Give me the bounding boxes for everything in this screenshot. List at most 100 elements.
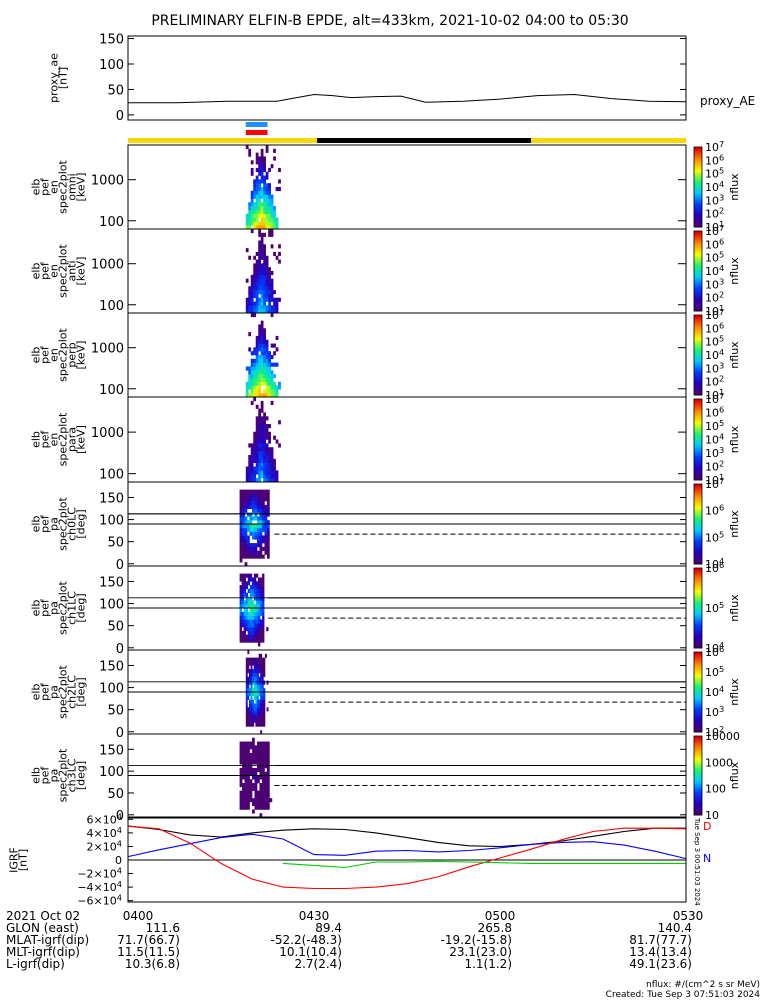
heatmap-cell: [248, 347, 252, 352]
colorbar-cell: [694, 542, 702, 545]
heatmap-cell: [253, 282, 257, 287]
heatmap-cell: [244, 741, 248, 746]
y-axis-label: ch1LC: [66, 591, 79, 625]
heatmap-cell: [247, 767, 250, 773]
heatmap-cell: [258, 362, 262, 367]
heatmap-cell: [253, 458, 257, 463]
heatmap-cell: [263, 194, 266, 199]
colorbar-tick-label-exp: 4: [719, 263, 724, 273]
heatmap-cell: [247, 504, 250, 510]
heatmap-cell: [258, 171, 262, 176]
heatmap-cell: [260, 718, 263, 723]
colorbar-cell: [694, 241, 702, 244]
heatmap-cell: [249, 661, 251, 666]
heatmap-cell: [258, 213, 262, 218]
heatmap-cell: [239, 798, 243, 803]
heatmap-cell: [262, 581, 265, 586]
heatmap-cell: [258, 221, 262, 226]
heatmap-cell: [261, 554, 265, 559]
heatmap-cell: [255, 447, 259, 452]
heatmap-cell: [262, 600, 265, 605]
y-tick-label: 100: [99, 598, 124, 613]
heatmap-cell: [248, 286, 252, 291]
heatmap-cell: [259, 524, 263, 529]
heatmap-cell: [259, 543, 263, 548]
colorbar-tick-label-exp: 4: [719, 179, 724, 189]
heatmap-cell: [260, 282, 264, 287]
colorbar-tick-label: 102: [705, 724, 724, 739]
heatmap-cell: [261, 489, 265, 494]
colorbar-tick-label-base: 10: [705, 238, 719, 251]
heatmap-cell: [261, 669, 264, 674]
heatmap-cell: [255, 377, 259, 383]
colorbar-cell: [694, 514, 702, 517]
colorbar-tick-label: 106: [705, 560, 724, 575]
heatmap-cell: [255, 366, 259, 371]
heatmap-cell: [250, 707, 253, 712]
colorbar-cell: [694, 267, 702, 270]
y-tick-label: 150: [99, 575, 124, 590]
heatmap-cell: [255, 608, 259, 613]
chart-panels: 050100150proxy_ae[nT]proxy_AE1001000elbp…: [8, 33, 756, 908]
heatmap-cell: [260, 653, 263, 658]
heatmap-cell: [252, 501, 255, 506]
colorbar-cell: [694, 235, 702, 238]
heatmap-cell: [249, 798, 253, 803]
heatmap-cell: [255, 167, 259, 173]
colorbar-cell: [694, 469, 702, 473]
heatmap-cell: [275, 362, 279, 367]
heatmap-cell: [259, 527, 263, 532]
heatmap-cell: [268, 305, 271, 310]
heatmap-cell: [253, 290, 257, 295]
heatmap-cell: [268, 290, 271, 295]
heatmap-cell: [255, 615, 259, 620]
heatmap-cell: [247, 661, 250, 666]
heatmap-cell: [242, 749, 245, 754]
heatmap-cell: [253, 271, 257, 276]
heatmap-cell: [250, 688, 253, 693]
axis-cell: 265.8: [478, 921, 512, 935]
heatmap-cell: [257, 692, 259, 697]
colorbar-tick-label: 106: [705, 644, 724, 659]
heatmap-cell: [260, 179, 264, 184]
heatmap-cell: [263, 680, 266, 685]
heatmap-cell: [260, 638, 263, 643]
heatmap-cell: [247, 771, 250, 776]
colorbar-cell: [694, 781, 702, 784]
heatmap-cell: [251, 600, 255, 605]
heatmap-cell: [268, 351, 271, 356]
colorbar-cell: [694, 670, 702, 673]
heatmap-cell: [258, 255, 262, 260]
heatmap-cell: [265, 286, 269, 291]
heatmap-cell: [266, 512, 270, 517]
heatmap-cell: [245, 309, 249, 314]
heatmap-cell: [245, 478, 249, 483]
heatmap-cell: [265, 653, 267, 658]
colorbar-cell: [694, 323, 702, 326]
heatmap-cell: [262, 573, 265, 578]
colorbar-cell: [694, 714, 702, 717]
heatmap-cell: [258, 328, 262, 333]
heatmap-cell: [273, 435, 276, 440]
heatmap-cell: [261, 775, 265, 780]
heatmap-cell: [239, 794, 243, 799]
y-axis-label: proxy_ae: [48, 53, 61, 103]
heatmap-cell: [245, 722, 248, 727]
heatmap-cell: [270, 343, 274, 348]
colorbar-tick-label-base: 10: [705, 376, 719, 389]
colorbar-cell: [694, 399, 702, 402]
heatmap-cell: [253, 443, 257, 448]
heatmap-cell: [258, 722, 261, 727]
heatmap-cell: [244, 805, 248, 810]
heatmap-cell: [249, 512, 253, 517]
heatmap-cell: [255, 695, 258, 700]
heatmap-cell: [259, 489, 263, 494]
heatmap-cell: [242, 741, 245, 746]
colorbar-tick-label: 104: [705, 347, 724, 362]
heatmap-cell: [268, 478, 271, 483]
heatmap-cell: [260, 596, 263, 601]
colorbar-cell: [694, 333, 702, 336]
colorbar-cell: [694, 618, 702, 621]
heatmap-cell: [247, 760, 250, 765]
